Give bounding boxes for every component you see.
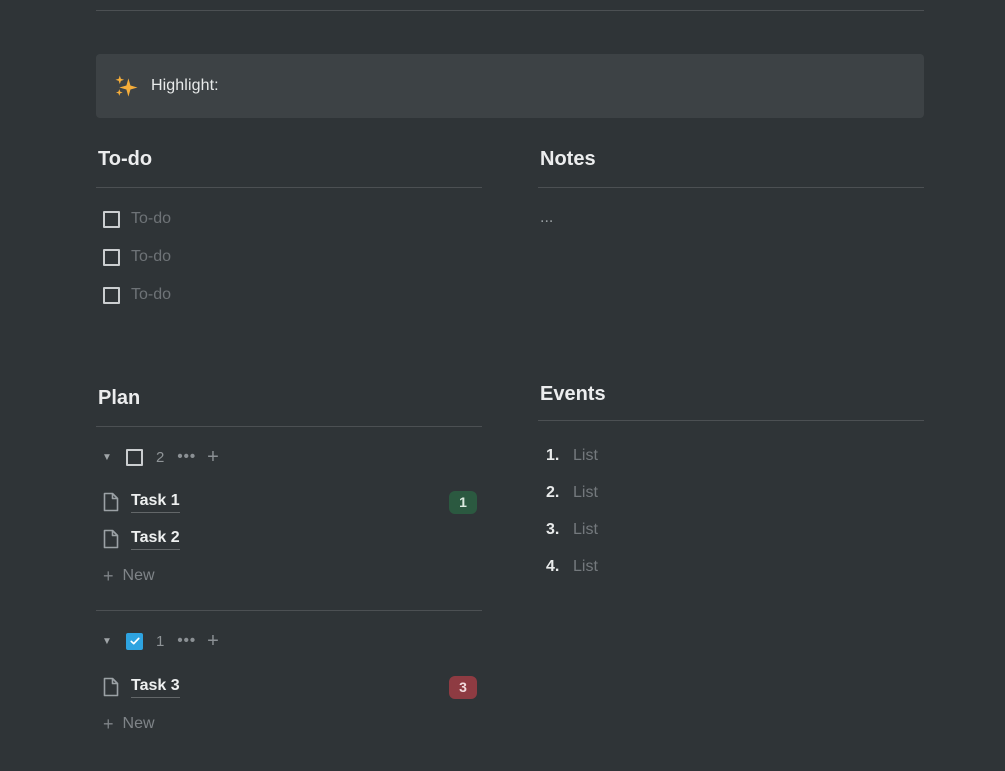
- list-item-text[interactable]: List: [573, 557, 598, 575]
- task-row[interactable]: Task 2: [96, 526, 482, 552]
- list-item-text[interactable]: List: [573, 446, 598, 464]
- more-options-icon[interactable]: •••: [177, 448, 197, 465]
- new-task-button[interactable]: + New: [96, 564, 482, 588]
- board-group-header-unchecked: ▼ 2 ••• +: [96, 444, 482, 470]
- list-item[interactable]: 1. List: [538, 437, 924, 474]
- events-section: Events 1. List 2. List 3. List 4. List: [538, 379, 924, 585]
- list-item[interactable]: 4. List: [538, 548, 924, 585]
- list-number: 2.: [546, 483, 560, 501]
- list-number: 1.: [546, 446, 560, 464]
- todo-section: To-do To-do To-do To-do: [96, 144, 482, 314]
- group-checkbox-unchecked-icon: [126, 448, 143, 466]
- callout-text[interactable]: Highlight:: [151, 77, 219, 94]
- todo-item: To-do: [96, 238, 482, 276]
- task-list: Task 1 1 Task 2 + New: [96, 489, 482, 588]
- collapse-triangle-icon[interactable]: ▼: [102, 451, 112, 463]
- new-task-label: New: [122, 567, 155, 584]
- status-badge: 3: [449, 675, 477, 699]
- todo-item: To-do: [96, 276, 482, 314]
- list-item[interactable]: 3. List: [538, 511, 924, 548]
- new-task-button[interactable]: + New: [96, 712, 482, 736]
- task-title-link[interactable]: Task 1: [131, 492, 180, 513]
- plus-icon: +: [103, 714, 114, 734]
- group-count: 2: [156, 448, 165, 466]
- task-list: Task 3 3 + New: [96, 674, 482, 736]
- list-item[interactable]: 2. List: [538, 474, 924, 511]
- status-badge: 1: [449, 490, 477, 514]
- notes-text[interactable]: ...: [540, 209, 554, 226]
- group-count: 1: [156, 632, 165, 650]
- plan-section: Plan ▼ 2 ••• + Task 1 1 Task 2 + New: [96, 383, 482, 736]
- todo-list: To-do To-do To-do: [96, 200, 482, 314]
- events-heading: Events: [540, 383, 606, 405]
- add-item-icon[interactable]: +: [207, 630, 219, 652]
- checkbox-unchecked[interactable]: [103, 248, 120, 266]
- section-divider: [96, 10, 924, 11]
- sparkles-icon: [115, 74, 138, 97]
- notes-section: Notes ...: [538, 144, 924, 230]
- todo-item: To-do: [96, 200, 482, 238]
- list-item-text[interactable]: List: [573, 483, 598, 501]
- checkbox-unchecked[interactable]: [103, 210, 120, 228]
- events-list: 1. List 2. List 3. List 4. List: [538, 437, 924, 585]
- add-item-icon[interactable]: +: [207, 446, 219, 468]
- heading-divider: [96, 187, 482, 188]
- list-item-text[interactable]: List: [573, 520, 598, 538]
- task-title-link[interactable]: Task 2: [131, 529, 180, 550]
- checkbox-unchecked[interactable]: [103, 286, 120, 304]
- group-divider: [96, 610, 482, 611]
- highlight-callout[interactable]: Highlight:: [96, 54, 924, 118]
- new-task-label: New: [122, 715, 155, 732]
- page-icon: [103, 529, 119, 549]
- list-number: 3.: [546, 520, 560, 538]
- heading-divider: [538, 420, 924, 421]
- task-title-link[interactable]: Task 3: [131, 677, 180, 698]
- group-checkbox-checked-icon: [126, 632, 143, 650]
- todo-item-text[interactable]: To-do: [131, 248, 172, 265]
- task-row[interactable]: Task 1 1: [96, 489, 482, 515]
- plan-heading: Plan: [98, 387, 141, 409]
- board-group-header-checked: ▼ 1 ••• +: [96, 628, 482, 654]
- task-row[interactable]: Task 3 3: [96, 674, 482, 700]
- page-icon: [103, 677, 119, 697]
- heading-divider: [538, 187, 924, 188]
- todo-item-text[interactable]: To-do: [131, 286, 172, 303]
- notes-heading: Notes: [540, 148, 596, 170]
- todo-item-text[interactable]: To-do: [131, 210, 172, 227]
- heading-divider: [96, 426, 482, 427]
- list-number: 4.: [546, 557, 560, 575]
- plus-icon: +: [103, 566, 114, 586]
- more-options-icon[interactable]: •••: [177, 632, 197, 649]
- page-icon: [103, 492, 119, 512]
- todo-heading: To-do: [98, 148, 153, 170]
- collapse-triangle-icon[interactable]: ▼: [102, 635, 112, 647]
